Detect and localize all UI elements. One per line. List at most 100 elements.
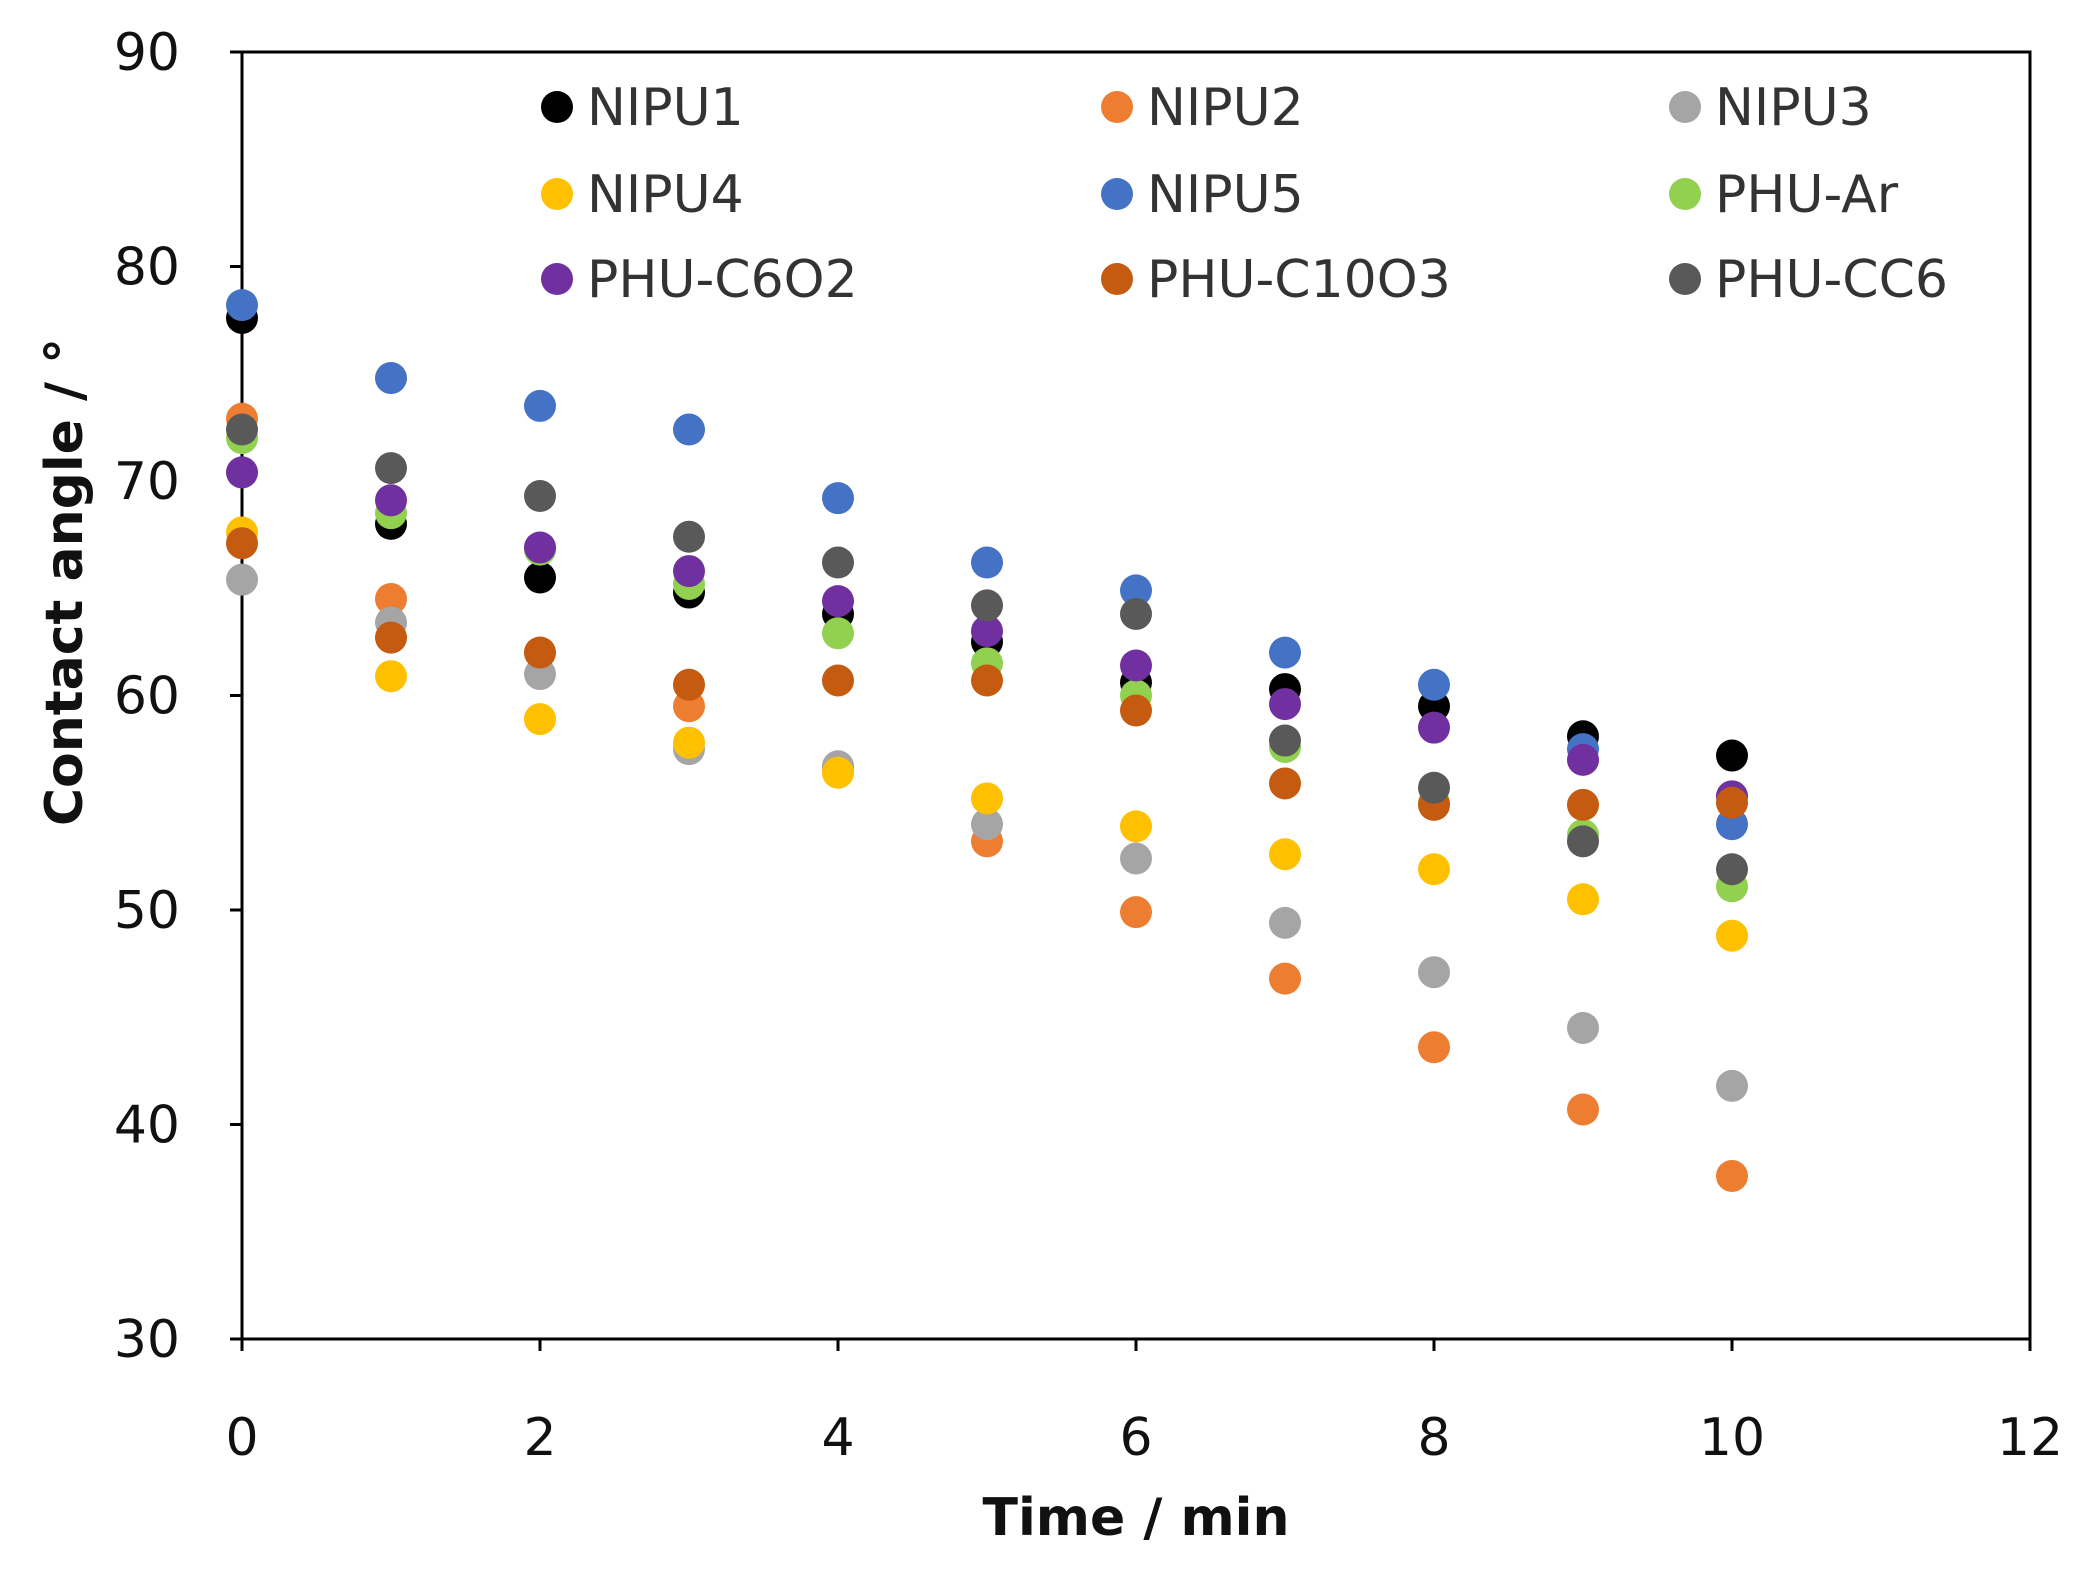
legend-marker [541,178,573,210]
legend-marker [1101,91,1133,123]
x-tick-label: 8 [1417,1408,1450,1468]
data-point-phu-c6o2 [1418,711,1450,744]
data-point-phu-c10o3 [1269,767,1301,800]
data-point-phu-cc6 [226,413,258,446]
legend-marker [541,91,573,123]
x-tick-label: 6 [1119,1408,1152,1468]
y-tick-label: 40 [114,1096,180,1156]
data-point-nipu5 [971,546,1003,579]
data-point-phu-cc6 [971,589,1003,622]
data-point-phu-c6o2 [971,615,1003,648]
legend-item-phu-cc6: PHU-CC6 [1669,250,1948,310]
data-point-nipu5 [1120,574,1152,607]
data-point-phu-cc6 [673,520,705,553]
legend-label: NIPU2 [1147,78,1304,138]
legend: NIPU1 NIPU2 NIPU3 NIPU4 NIPU5 PHU-Ar PHU-C6O2 P… [541,78,1948,310]
series-nipu4 [226,516,1748,952]
data-point-nipu4 [524,703,556,736]
data-point-nipu3 [971,808,1003,841]
data-point-nipu5 [673,413,705,446]
data-point-phu-cc6 [822,546,854,579]
data-point-phu-cc6 [1418,771,1450,804]
data-point-phu-c10o3 [1120,694,1152,727]
data-points [226,289,1748,1192]
data-point-phu-c6o2 [1120,649,1152,682]
y-axis-title: Contact angle / ° [35,338,95,826]
data-point-nipu4 [375,660,407,693]
legend-item-nipu2: NIPU2 [1101,78,1304,138]
y-tick-label: 70 [114,452,180,512]
data-point-nipu5 [375,362,407,395]
data-point-nipu2 [1418,1031,1450,1064]
data-point-phu-c10o3 [375,621,407,654]
data-point-phu-c6o2 [375,484,407,517]
legend-marker [1101,263,1133,295]
data-point-nipu3 [1120,842,1152,875]
data-point-nipu5 [1418,668,1450,701]
x-axis-ticks: 0 2 4 6 8 10 12 [225,1339,2063,1468]
data-point-phu-c6o2 [1269,688,1301,721]
legend-marker [1669,91,1701,123]
x-tick-label: 12 [1997,1408,2063,1468]
data-point-nipu4 [1269,838,1301,871]
data-point-phu-cc6 [524,480,556,513]
data-point-nipu5 [822,482,854,515]
data-point-phu-c6o2 [1567,743,1599,776]
data-point-phu-c6o2 [524,531,556,564]
data-point-phu-c10o3 [822,664,854,697]
legend-label: NIPU5 [1147,165,1304,225]
data-point-nipu4 [1418,853,1450,886]
legend-item-nipu3: NIPU3 [1669,78,1872,138]
x-tick-label: 10 [1699,1408,1765,1468]
data-point-nipu2 [1567,1093,1599,1126]
legend-item-phu-c6o2: PHU-C6O2 [541,250,858,310]
legend-label: NIPU1 [587,78,744,138]
series-phu-cc6 [226,413,1748,886]
legend-marker [541,263,573,295]
data-point-nipu2 [1269,962,1301,995]
y-axis-ticks: 30 40 50 60 70 80 90 [114,23,242,1370]
data-point-nipu4 [1567,883,1599,916]
legend-marker [1669,178,1701,210]
data-point-nipu5 [226,289,258,322]
legend-item-nipu4: NIPU4 [541,165,744,225]
data-point-phu-cc6 [1269,724,1301,757]
data-point-nipu1 [524,561,556,594]
legend-label: PHU-CC6 [1715,250,1948,310]
legend-item-phu-c10o3: PHU-C10O3 [1101,250,1451,310]
data-point-nipu3 [1716,1069,1748,1102]
data-point-nipu2 [1716,1159,1748,1192]
data-point-nipu4 [971,782,1003,815]
data-point-nipu2 [375,582,407,615]
series-nipu1 [226,301,1748,772]
y-tick-label: 50 [114,881,180,941]
data-point-nipu5 [524,389,556,422]
data-point-phu-cc6 [375,452,407,485]
data-point-phu-c10o3 [673,668,705,701]
legend-label: NIPU4 [587,165,744,225]
legend-label: PHU-C6O2 [587,250,858,310]
data-point-nipu3 [1567,1011,1599,1044]
data-point-phu-cc6 [1716,853,1748,886]
data-point-phu-c6o2 [226,456,258,489]
data-point-nipu3 [226,563,258,596]
data-point-phu-c10o3 [226,527,258,560]
data-point-nipu5 [1269,636,1301,669]
data-point-phu-c10o3 [971,664,1003,697]
legend-item-phu-ar: PHU-Ar [1669,165,1899,225]
legend-item-nipu1: NIPU1 [541,78,744,138]
legend-label: PHU-C10O3 [1147,250,1451,310]
data-point-nipu3 [1418,956,1450,989]
y-tick-label: 90 [114,23,180,83]
legend-marker [1101,178,1133,210]
data-point-phu-cc6 [1567,825,1599,858]
x-tick-label: 0 [225,1408,258,1468]
data-point-nipu3 [1269,906,1301,939]
y-tick-label: 60 [114,667,180,727]
legend-item-nipu5: NIPU5 [1101,165,1304,225]
data-point-nipu1 [1716,739,1748,772]
series-nipu5 [226,289,1748,841]
data-point-phu-cc6 [1120,597,1152,630]
